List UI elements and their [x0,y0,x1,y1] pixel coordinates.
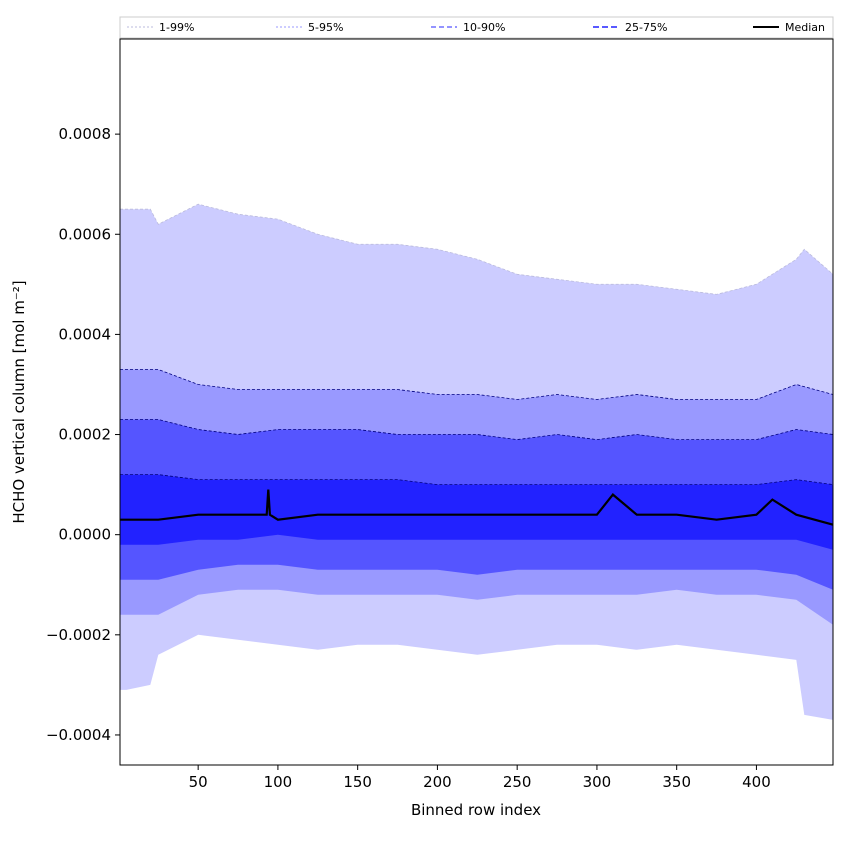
x-tick-label: 350 [662,773,691,791]
legend-label-1-99%: 1-99% [159,21,194,34]
y-axis-ticks: −0.0004 −0.0002 0.0000 0.0002 0.0004 0.0006 0.… [46,125,120,744]
y-tick-label: 0.0004 [59,325,112,343]
y-tick-label: −0.0004 [46,726,111,744]
x-tick-label: 250 [503,773,532,791]
legend-label-5-95%: 5-95% [308,21,343,34]
x-tick-label: 100 [264,773,293,791]
y-tick-label: 0.0008 [59,125,112,143]
legend-box [119,16,834,39]
x-tick-label: 300 [583,773,612,791]
x-tick-label: 200 [423,773,452,791]
x-tick-label: 400 [742,773,771,791]
legend-label-Median: Median [785,21,825,34]
x-axis-ticks: 50 100 150 200 250 300 350 400 [189,765,771,791]
legend: 1-99% 5-95% 10-90% 25-75% Median [119,16,834,39]
plot-area [120,203,834,720]
y-tick-label: −0.0002 [46,626,111,644]
x-tick-label: 150 [343,773,372,791]
median-line [120,489,834,526]
x-axis-label: Binned row index [411,801,541,819]
band-25-75% [120,474,833,550]
band-upper-line-10-90% [120,419,834,441]
y-tick-label: 0.0000 [59,526,112,544]
legend-label-10-90%: 10-90% [463,21,505,34]
band-upper-line-25-75% [120,474,834,486]
y-axis-label: HCHO vertical column [mol m⁻²] [10,280,28,523]
y-tick-label: 0.0002 [59,426,112,444]
band-upper-line-5-95% [120,369,834,400]
legend-label-25-75%: 25-75% [625,21,667,34]
y-tick-label: 0.0006 [59,225,112,243]
x-tick-label: 50 [189,773,208,791]
band-upper-line-1-99% [120,203,834,295]
plot-frame [119,38,834,766]
